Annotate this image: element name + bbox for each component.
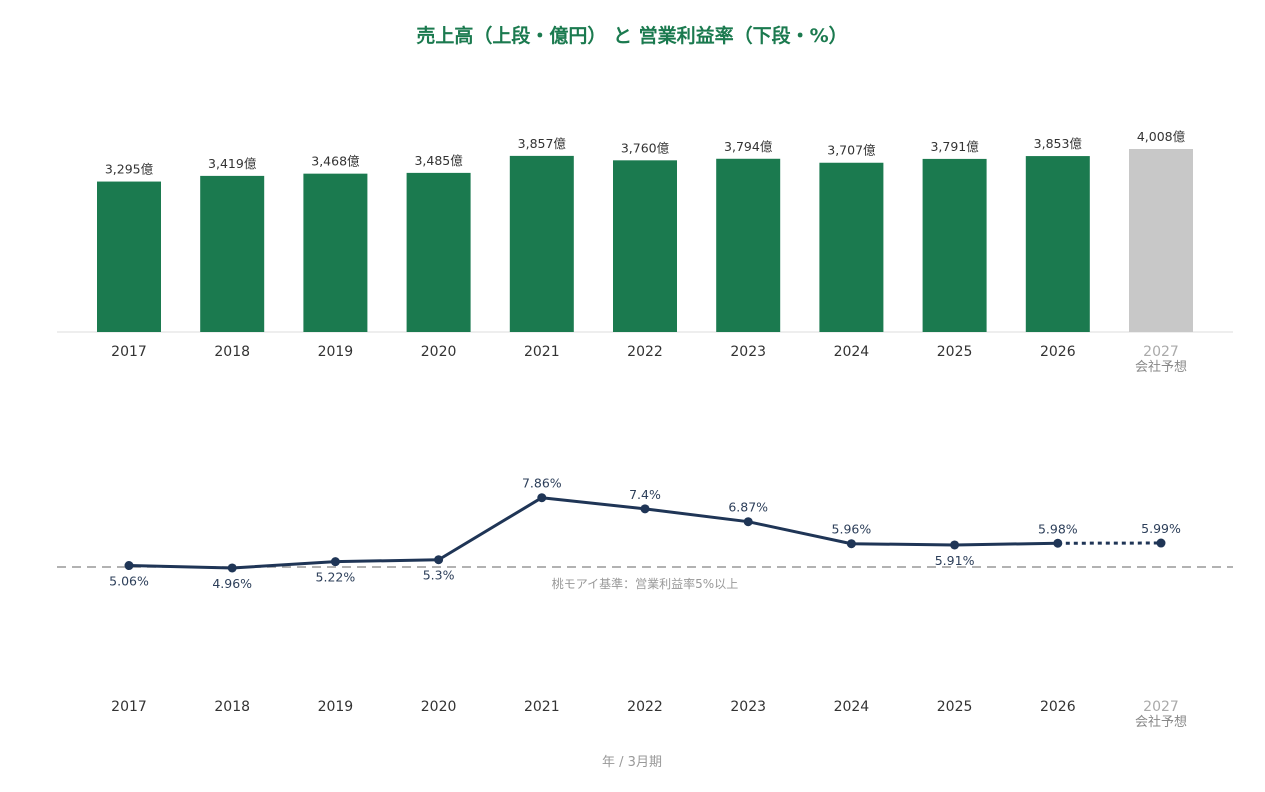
margin-point-2024 (846, 539, 856, 549)
margin-value-label: 5.91% (935, 553, 975, 568)
margin-x-forecast-sublabel: 会社予想 (1135, 714, 1187, 730)
sales-bar-value-label: 3,485億 (414, 153, 463, 168)
sales-bar-2019 (303, 173, 368, 332)
sales-bar-2026 (1025, 156, 1090, 332)
margin-point-2027 (1156, 538, 1166, 548)
margin-x-tick-label: 2026 (1040, 699, 1076, 715)
margin-value-label: 5.96% (832, 522, 872, 537)
sales-bar-value-label: 3,295億 (105, 162, 154, 177)
sales-bar-value-label: 3,794億 (724, 139, 773, 154)
margin-point-2018 (227, 563, 237, 573)
chart-title: 売上高（上段・億円） と 営業利益率（下段・%） (416, 24, 847, 47)
margin-point-2022 (640, 504, 650, 514)
margin-point-2019 (330, 557, 340, 567)
margin-line-actual (128, 496, 1058, 570)
margin-value-label: 7.86% (522, 476, 562, 491)
margin-value-label: 6.87% (728, 500, 768, 515)
sales-bar-2022 (613, 160, 677, 332)
sales-x-tick-label: 2024 (834, 344, 870, 360)
sales-bar-2021 (509, 155, 574, 332)
sales-bar-2027 (1129, 149, 1193, 332)
margin-x-tick-label: 2019 (318, 699, 354, 715)
margin-value-label: 5.98% (1038, 521, 1078, 536)
margin-x-tick-label: 2020 (421, 699, 457, 715)
x-axis-footer-label: 年 / 3月期 (602, 755, 662, 770)
margin-line-series: 5.06% 4.96% 5.22% 5.3% 7.86% 7.4% 6.87% 5.96% 5.… (109, 476, 1181, 591)
margin-point-2021 (537, 493, 547, 503)
margin-x-tick-label: 2022 (627, 699, 663, 715)
margin-x-tick-label: 2017 (111, 699, 147, 715)
sales-bar-2018 (200, 175, 265, 332)
sales-bar-2020 (406, 172, 471, 332)
margin-x-tick-label: 2024 (834, 699, 870, 715)
margin-x-tick-label: 2027 (1143, 699, 1179, 715)
margin-point-2026 (1053, 538, 1063, 548)
sales-x-tick-label: 2026 (1040, 344, 1076, 360)
margin-point-2025 (950, 540, 960, 550)
sales-x-tick-label: 2027 (1143, 344, 1179, 360)
sales-x-tick-label: 2017 (111, 344, 147, 360)
sales-bar-value-label: 3,419億 (208, 156, 257, 171)
sales-bar-value-label: 3,707億 (827, 143, 876, 158)
sales-x-tick-label: 2022 (627, 344, 663, 360)
sales-bar-2023 (716, 158, 781, 332)
sales-bar-2017 (97, 181, 161, 332)
margin-value-label: 7.4% (629, 487, 661, 502)
sales-bar-value-label: 4,008億 (1137, 129, 1186, 144)
margin-point-2017 (124, 561, 134, 571)
margin-x-tick-label: 2018 (214, 699, 250, 715)
sales-bar-2025 (922, 158, 987, 332)
reference-line-label: 桃モアイ基準：営業利益率5%以上 (552, 576, 738, 591)
sales-x-tick-label: 2018 (214, 344, 250, 360)
sales-x-tick-label: 2021 (524, 344, 560, 360)
margin-x-tick-label: 2023 (730, 699, 766, 715)
margin-x-tick-label: 2025 (937, 699, 973, 715)
sales-bar-value-label: 3,853億 (1034, 136, 1083, 151)
margin-point-2023 (743, 517, 753, 527)
sales-x-forecast-sublabel: 会社予想 (1135, 359, 1187, 375)
sales-bar-value-label: 3,468億 (311, 154, 360, 169)
margin-value-label: 5.22% (316, 570, 356, 585)
margin-point-2020 (434, 555, 444, 565)
sales-bar-value-label: 3,791億 (930, 139, 979, 154)
sales-bar-series: 3,295億 3,419億 3,468億 3,485億 3,857億 3,760億 3,79… (97, 129, 1193, 332)
sales-bar-value-label: 3,760億 (621, 140, 670, 155)
sales-x-tick-label: 2020 (421, 344, 457, 360)
sales-bar-2024 (819, 162, 884, 332)
sales-x-tick-label: 2025 (937, 344, 973, 360)
sales-x-axis: 2017 2018 2019 2020 2021 2022 2023 2024 2025 2026… (111, 344, 1187, 375)
margin-value-label: 5.3% (423, 568, 455, 583)
margin-value-label: 4.96% (212, 576, 252, 591)
sales-x-tick-label: 2019 (318, 344, 354, 360)
sales-x-tick-label: 2023 (730, 344, 766, 360)
margin-value-label: 5.99% (1141, 521, 1181, 536)
margin-value-label: 5.06% (109, 574, 149, 589)
margin-x-axis: 2017 2018 2019 2020 2021 2022 2023 2024 2025 2026… (111, 699, 1187, 730)
sales-bar-value-label: 3,857億 (518, 136, 567, 151)
margin-x-tick-label: 2021 (524, 699, 560, 715)
